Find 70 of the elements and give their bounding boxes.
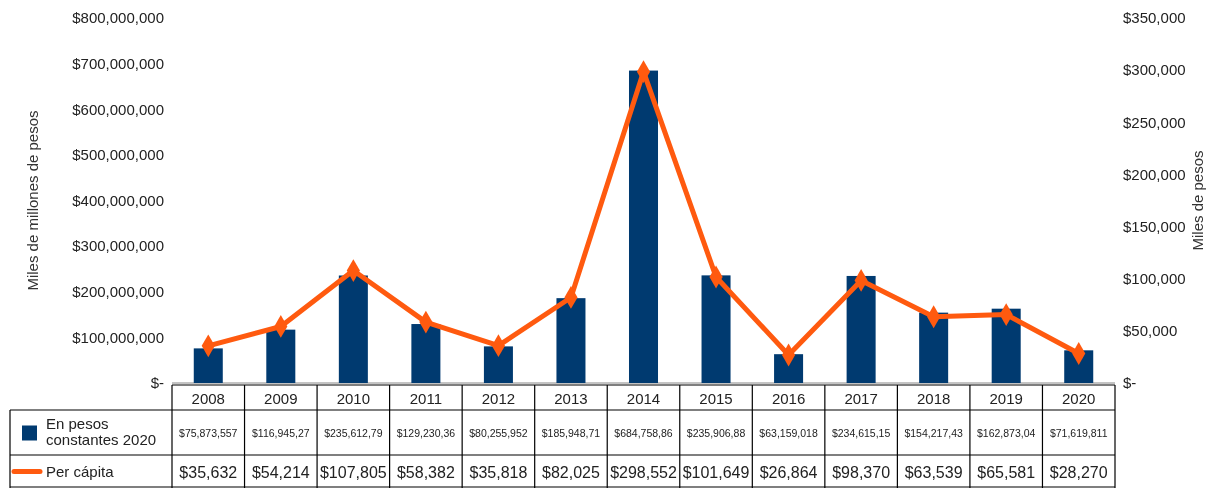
data-label: $58,382 xyxy=(396,463,455,481)
data-label: $28,270 xyxy=(1049,463,1108,481)
data-label: $35,818 xyxy=(469,463,528,481)
y2-tick-label: $50,000 xyxy=(1123,322,1178,340)
data-label: $65,581 xyxy=(977,463,1036,481)
x-tick-label: 2010 xyxy=(336,389,371,407)
data-label: $162,873,04 xyxy=(976,426,1036,439)
x-tick-label: 2016 xyxy=(771,389,806,407)
y-tick-label: $400,000,000 xyxy=(72,191,164,209)
bar xyxy=(701,275,731,383)
legend-label: Per cápita xyxy=(46,462,115,480)
data-label: $684,758,86 xyxy=(614,426,673,439)
bar xyxy=(266,329,296,383)
y-tick-label: $100,000,000 xyxy=(72,328,164,346)
data-label: $185,948,71 xyxy=(541,426,601,439)
data-label: $234,615,15 xyxy=(831,426,891,439)
y-tick-label: $- xyxy=(150,374,164,392)
bar xyxy=(919,312,949,383)
y-tick-label: $600,000,000 xyxy=(72,100,164,118)
data-label: $235,612,79 xyxy=(324,426,383,439)
data-label: $101,649 xyxy=(682,463,750,481)
y2-tick-label: $100,000 xyxy=(1123,270,1186,288)
y2-tick-label: $- xyxy=(1123,374,1137,392)
bar xyxy=(628,70,659,383)
data-label: $35,632 xyxy=(179,463,238,481)
y-tick-label: $200,000,000 xyxy=(72,283,164,301)
y2-tick-label: $250,000 xyxy=(1123,113,1186,131)
bar xyxy=(411,324,441,383)
x-tick-label: 2009 xyxy=(264,389,298,407)
bar xyxy=(556,298,586,383)
y-tick-label: $800,000,000 xyxy=(72,9,164,27)
data-label: $298,552 xyxy=(610,463,677,481)
legend-label: En pesos constantes 2020 xyxy=(46,414,157,448)
x-tick-label: 2017 xyxy=(844,389,878,407)
data-label: $80,255,952 xyxy=(469,426,528,439)
y2-tick-label: $350,000 xyxy=(1123,9,1186,27)
data-label: $116,945,27 xyxy=(252,426,310,439)
data-label: $82,025 xyxy=(542,463,600,481)
y-tick-label: $500,000,000 xyxy=(72,146,164,164)
data-label: $63,539 xyxy=(904,463,963,481)
x-tick-label: 2014 xyxy=(626,389,661,407)
y-axis-title: Miles de millones de pesos xyxy=(24,110,41,291)
y2-tick-label: $300,000 xyxy=(1123,61,1186,79)
y-tick-label: $700,000,000 xyxy=(72,54,164,72)
bar xyxy=(338,275,368,383)
y2-tick-label: $200,000 xyxy=(1123,165,1186,183)
data-label: $71,619,811 xyxy=(1049,426,1108,439)
data-label: $26,864 xyxy=(759,463,818,481)
y-tick-label: $300,000,000 xyxy=(72,237,164,255)
x-tick-label: 2019 xyxy=(989,389,1023,407)
x-tick-label: 2011 xyxy=(409,389,443,407)
data-label: $154,217,43 xyxy=(904,426,963,439)
x-tick-label: 2018 xyxy=(916,389,951,407)
data-label: $54,214 xyxy=(251,463,310,481)
x-tick-label: 2013 xyxy=(554,389,588,407)
data-label: $235,906,88 xyxy=(686,426,746,439)
bar xyxy=(193,348,223,383)
x-tick-label: 2012 xyxy=(481,389,516,407)
y2-axis-title: Miles de pesos xyxy=(1189,150,1206,251)
data-label: $75,873,557 xyxy=(179,426,238,439)
bar xyxy=(483,346,513,383)
data-label: $98,370 xyxy=(832,463,891,481)
x-tick-label: 2020 xyxy=(1062,389,1096,407)
bar xyxy=(846,275,876,383)
x-tick-label: 2015 xyxy=(699,389,733,407)
y2-tick-label: $150,000 xyxy=(1123,217,1186,235)
data-label: $129,230,36 xyxy=(396,426,456,439)
data-label: $63,159,018 xyxy=(759,426,818,439)
x-tick-label: 2008 xyxy=(191,389,225,407)
data-label: $107,805 xyxy=(319,463,387,481)
